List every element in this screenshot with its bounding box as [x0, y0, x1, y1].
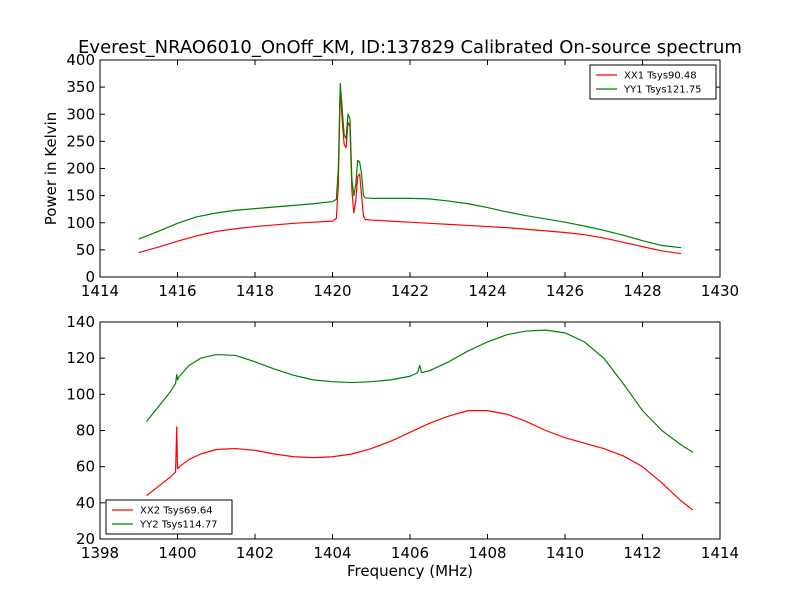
top-x-tick-label: 1426	[546, 282, 584, 300]
bottom-y-tick-label: 20	[76, 530, 95, 548]
top-legend-box	[589, 64, 717, 100]
top-x-tick-label: 1420	[313, 282, 351, 300]
top-y-tick-label: 400	[66, 51, 95, 69]
bottom-x-tick-label: 1406	[391, 544, 429, 562]
figure-title: Everest_NRAO6010_OnOff_KM, ID:137829 Cal…	[78, 37, 742, 58]
bottom-y-tick-label: 140	[66, 313, 95, 331]
top-x-tick-label: 1418	[236, 282, 274, 300]
top-legend-label-2: YY1 Tsys121.75	[623, 85, 702, 96]
bottom-x-tick-label: 1398	[81, 544, 119, 562]
bottom-y-tick-label: 80	[76, 422, 95, 440]
top-y-axis-label: Power in Kelvin	[42, 112, 60, 226]
bottom-x-tick-label: 1404	[313, 544, 351, 562]
bottom-y-tick-label: 120	[66, 349, 95, 367]
top-x-tick-label: 1422	[391, 282, 429, 300]
top-plot: 1414 1416 1418 1420 1422 1424 1426 1428 1430 0 50 1…	[42, 51, 739, 300]
bottom-series-line-2	[146, 329, 694, 453]
bottom-series-line-1	[146, 410, 694, 511]
top-legend-label-1: XX1 Tsys90.48	[624, 71, 697, 82]
bottom-x-tick-label: 1412	[623, 544, 661, 562]
bottom-x-tick-label: 1410	[546, 544, 584, 562]
top-y-tick-label: 350	[66, 78, 95, 96]
bottom-y-tick-label: 100	[66, 385, 95, 403]
top-series-line-2	[138, 82, 682, 249]
top-y-tick-label: 0	[85, 268, 95, 286]
top-x-tick-label: 1424	[468, 282, 506, 300]
top-y-tick-label: 250	[66, 132, 95, 150]
bottom-x-tick-label: 1400	[158, 544, 196, 562]
top-y-tick-label: 50	[76, 241, 95, 259]
top-x-tick-label: 1414	[81, 282, 119, 300]
top-x-tick-label: 1416	[158, 282, 196, 300]
top-y-tick-label: 150	[66, 187, 95, 205]
bottom-legend-label-1: XX2 Tsys69.64	[140, 506, 213, 517]
bottom-x-tick-label: 1402	[236, 544, 274, 562]
top-series-line-1	[138, 89, 682, 255]
bottom-legend: XX2 Tsys69.64 YY2 Tsys114.77	[105, 499, 233, 535]
top-legend: XX1 Tsys90.48 YY1 Tsys121.75	[589, 64, 717, 100]
bottom-plot: 1398 1400 1402 1404 1406 1408 1410 1412 1414 20 40…	[66, 313, 739, 580]
bottom-legend-box	[105, 499, 233, 535]
bottom-y-tick-label: 60	[76, 458, 95, 476]
top-y-tick-label: 300	[66, 105, 95, 123]
top-y-tick-label: 100	[66, 214, 95, 232]
bottom-y-tick-label: 40	[76, 494, 95, 512]
top-x-tick-label: 1430	[701, 282, 739, 300]
top-x-tick-label: 1428	[623, 282, 661, 300]
bottom-x-tick-label: 1408	[468, 544, 506, 562]
bottom-legend-label-2: YY2 Tsys114.77	[139, 520, 218, 531]
bottom-x-axis-label: Frequency (MHz)	[347, 562, 473, 580]
bottom-x-tick-label: 1414	[701, 544, 739, 562]
top-y-tick-label: 200	[66, 160, 95, 178]
